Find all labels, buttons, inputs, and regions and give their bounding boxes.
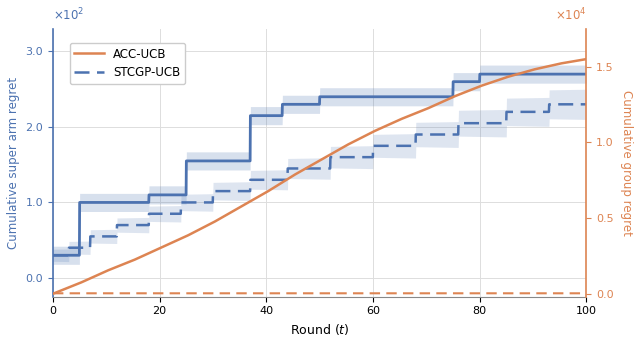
Y-axis label: Cumulative group regret: Cumulative group regret (620, 90, 633, 236)
X-axis label: Round $(t)$: Round $(t)$ (290, 322, 349, 337)
Legend: ACC-UCB, STCGP-UCB: ACC-UCB, STCGP-UCB (70, 43, 185, 84)
Text: $\times10^4$: $\times10^4$ (555, 7, 586, 23)
Y-axis label: Cumulative super arm regret: Cumulative super arm regret (7, 77, 20, 249)
Text: $\times10^2$: $\times10^2$ (53, 7, 84, 23)
